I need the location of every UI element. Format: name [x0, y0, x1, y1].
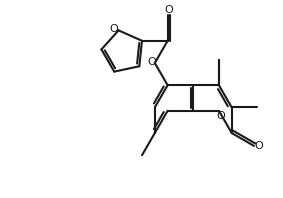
- Text: O: O: [164, 5, 173, 15]
- Text: O: O: [216, 111, 225, 121]
- Text: O: O: [254, 141, 263, 151]
- Text: O: O: [109, 24, 118, 34]
- Text: O: O: [147, 57, 156, 67]
